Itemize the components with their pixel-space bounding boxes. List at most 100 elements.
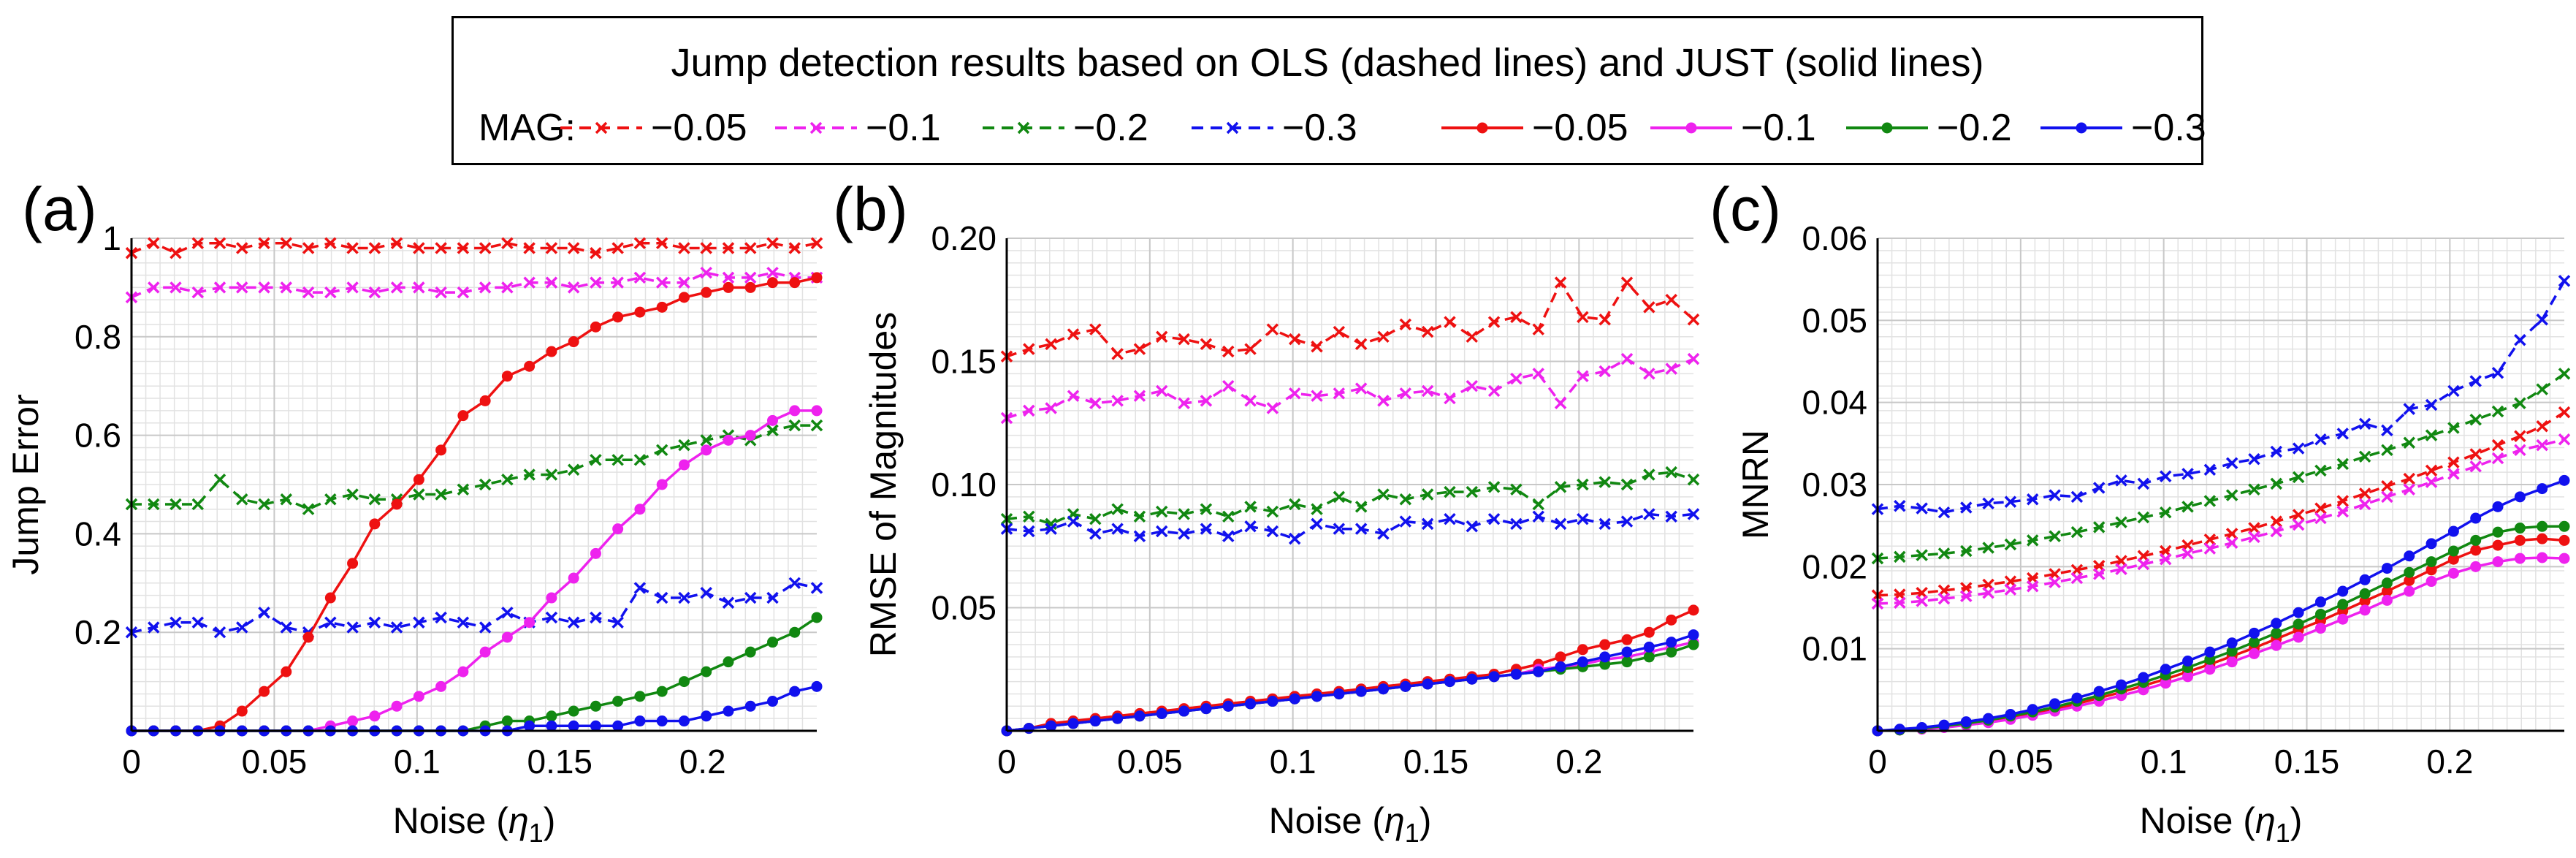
data-point: [236, 705, 248, 717]
data-point: [1487, 481, 1501, 493]
data-point: [1554, 481, 1567, 493]
data-point: [369, 710, 381, 722]
data-point: [302, 503, 315, 515]
data-point: [1133, 343, 1146, 355]
data-point: [2271, 639, 2282, 651]
data-point: [324, 286, 337, 299]
data-point: [1532, 368, 1544, 380]
data-point: [2159, 553, 2172, 566]
data-point: [1023, 510, 1035, 523]
data-point: [2491, 439, 2504, 452]
legend-swatch-4: [1441, 122, 1523, 134]
data-point: [633, 237, 647, 249]
data-point: [2536, 383, 2548, 395]
data-point: [2226, 656, 2238, 668]
data-point: [501, 371, 513, 382]
legend-label-just-005: −0.05: [1532, 107, 1628, 149]
data-point: [2248, 648, 2260, 659]
data-point: [2536, 439, 2548, 452]
data-point: [501, 631, 513, 643]
data-point: [1510, 372, 1523, 385]
data-point: [2537, 533, 2548, 544]
data-point: [479, 281, 492, 294]
data-point: [1089, 512, 1102, 525]
data-point: [1916, 549, 1928, 561]
data-point: [1045, 523, 1057, 535]
data-point: [2558, 520, 2570, 532]
data-point: [590, 246, 602, 259]
data-point: [1266, 323, 1279, 335]
data-point: [1444, 485, 1456, 498]
data-point: [1488, 671, 1500, 683]
data-point: [744, 430, 756, 441]
y-tick-label: 1: [102, 219, 121, 257]
data-point: [2225, 528, 2238, 540]
data-point: [1466, 330, 1479, 343]
data-point: [2314, 502, 2327, 515]
series-1: [1871, 433, 2571, 610]
data-point: [2203, 542, 2217, 555]
panel-b-letter: (b): [833, 175, 908, 243]
data-point: [1333, 325, 1346, 338]
data-point: [1354, 382, 1368, 395]
data-point: [2514, 397, 2526, 410]
data-point: [169, 616, 182, 629]
data-point: [656, 686, 668, 697]
data-point: [390, 237, 403, 249]
x-tick-label: 0.05: [242, 743, 308, 781]
data-point: [2049, 576, 2061, 588]
legend-marker-3: [1226, 121, 1239, 134]
data-point: [435, 680, 447, 692]
legend-label-ols-005: −0.05: [651, 107, 747, 149]
data-point: [1267, 696, 1279, 707]
data-point: [2470, 512, 2482, 524]
data-point: [656, 301, 668, 313]
data-point: [1399, 387, 1412, 400]
data-point: [258, 237, 270, 249]
data-point: [2336, 505, 2350, 518]
data-point: [1421, 325, 1434, 338]
data-point: [1665, 510, 1677, 523]
data-point: [1244, 520, 1257, 533]
data-point: [1620, 352, 1634, 365]
legend-swatch-1: [775, 121, 857, 134]
data-point: [2425, 476, 2438, 488]
data-point: [1178, 508, 1190, 520]
data-point: [1982, 497, 1994, 510]
data-point: [2248, 627, 2260, 639]
data-point: [766, 637, 778, 648]
data-point: [169, 246, 182, 259]
data-point: [1089, 323, 1102, 335]
data-point: [2248, 483, 2260, 496]
data-point: [655, 444, 668, 457]
series-line-2: [1006, 471, 1694, 525]
data-point: [701, 286, 712, 298]
data-point: [1111, 503, 1124, 515]
data-point: [766, 277, 778, 289]
data-point: [2492, 526, 2504, 538]
data-point: [2381, 424, 2393, 437]
data-point: [1688, 629, 1699, 641]
data-point: [1200, 703, 1212, 715]
data-point: [2514, 491, 2526, 503]
data-point: [1266, 402, 1279, 414]
legend-row: MAG: −0.05 −0.1 −0.2 −0.3 −0.05 −0.1 −0.…: [479, 105, 2206, 151]
data-point: [1156, 525, 1168, 538]
data-point: [1156, 384, 1168, 398]
data-point: [2292, 442, 2305, 455]
data-point: [1421, 488, 1434, 501]
data-point: [1894, 596, 1906, 609]
data-point: [634, 504, 646, 515]
y-tick-label: 0.02: [1802, 547, 1867, 585]
data-point: [1487, 384, 1501, 398]
data-point: [2381, 577, 2393, 589]
data-point: [1554, 517, 1567, 531]
data-point: [766, 414, 778, 426]
data-point: [1178, 528, 1190, 540]
x-tick-label: 0.05: [1117, 743, 1183, 781]
data-point: [523, 468, 536, 481]
data-point: [2403, 403, 2415, 415]
data-point: [2558, 275, 2571, 287]
data-point: [2271, 627, 2282, 639]
series-group: [1000, 276, 1700, 737]
